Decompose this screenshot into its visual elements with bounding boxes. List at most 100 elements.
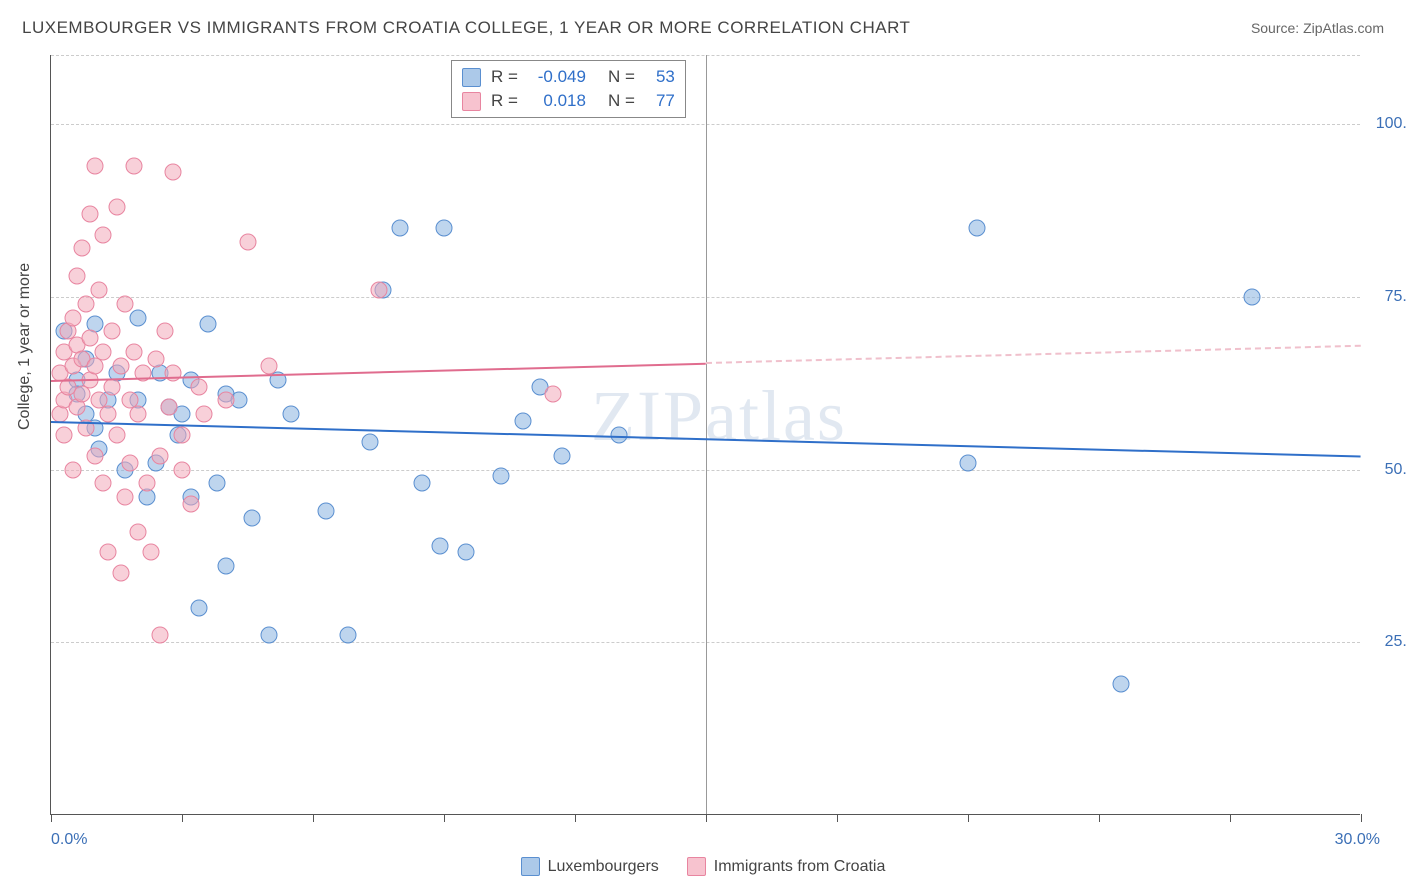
- data-point: [1243, 288, 1260, 305]
- data-point: [370, 281, 387, 298]
- data-point: [73, 240, 90, 257]
- data-point: [968, 219, 985, 236]
- data-point: [139, 475, 156, 492]
- data-point: [239, 233, 256, 250]
- data-point: [130, 523, 147, 540]
- data-point: [143, 544, 160, 561]
- data-point: [108, 427, 125, 444]
- data-point: [208, 475, 225, 492]
- data-point: [69, 268, 86, 285]
- data-point: [56, 427, 73, 444]
- legend-item-luxembourgers: Luxembourgers: [521, 857, 659, 876]
- legend-item-croatia: Immigrants from Croatia: [687, 857, 886, 876]
- data-point: [95, 226, 112, 243]
- grid-center-line: [706, 55, 707, 814]
- data-point: [112, 357, 129, 374]
- data-point: [152, 447, 169, 464]
- data-point: [414, 475, 431, 492]
- data-point: [99, 544, 116, 561]
- data-point: [361, 433, 378, 450]
- data-point: [283, 406, 300, 423]
- data-point: [104, 323, 121, 340]
- data-point: [108, 199, 125, 216]
- data-point: [121, 454, 138, 471]
- legend-label: Immigrants from Croatia: [714, 858, 886, 876]
- data-point: [200, 316, 217, 333]
- data-point: [514, 413, 531, 430]
- data-point: [243, 509, 260, 526]
- data-point: [156, 323, 173, 340]
- data-point: [431, 537, 448, 554]
- legend-label: Luxembourgers: [548, 858, 659, 876]
- chart-title: LUXEMBOURGER VS IMMIGRANTS FROM CROATIA …: [22, 18, 910, 38]
- swatch-icon: [462, 92, 481, 111]
- data-point: [392, 219, 409, 236]
- legend-row: R =-0.049N =53: [462, 65, 675, 89]
- data-point: [95, 475, 112, 492]
- source-label: Source: ZipAtlas.com: [1251, 20, 1384, 36]
- data-point: [130, 406, 147, 423]
- data-point: [191, 378, 208, 395]
- scatter-chart: ZIPatlas 25.0%50.0%75.0%100.0%0.0%30.0%R…: [50, 55, 1360, 815]
- data-point: [95, 344, 112, 361]
- y-axis-label: College, 1 year or more: [16, 263, 34, 430]
- data-point: [457, 544, 474, 561]
- x-tick: [1361, 814, 1362, 822]
- x-tick: [444, 814, 445, 822]
- x-tick: [1099, 814, 1100, 822]
- x-tick: [182, 814, 183, 822]
- data-point: [82, 330, 99, 347]
- x-tick: [1230, 814, 1231, 822]
- data-point: [99, 406, 116, 423]
- n-label: N =: [608, 91, 635, 111]
- x-tick: [313, 814, 314, 822]
- data-point: [117, 295, 134, 312]
- data-point: [152, 627, 169, 644]
- n-value: 77: [645, 91, 675, 111]
- swatch-icon: [462, 68, 481, 87]
- data-point: [86, 447, 103, 464]
- n-label: N =: [608, 67, 635, 87]
- data-point: [960, 454, 977, 471]
- x-tick: [968, 814, 969, 822]
- x-tick: [51, 814, 52, 822]
- x-tick: [837, 814, 838, 822]
- data-point: [545, 385, 562, 402]
- data-point: [191, 599, 208, 616]
- y-tick-label: 50.0%: [1370, 461, 1406, 479]
- r-label: R =: [491, 67, 518, 87]
- watermark: ZIPatlas: [591, 375, 847, 458]
- data-point: [217, 392, 234, 409]
- x-tick-label-left: 0.0%: [51, 831, 87, 849]
- y-tick-label: 100.0%: [1370, 115, 1406, 133]
- data-point: [104, 378, 121, 395]
- data-point: [553, 447, 570, 464]
- trend-line: [706, 345, 1361, 364]
- data-point: [174, 461, 191, 478]
- data-point: [77, 295, 94, 312]
- data-point: [217, 558, 234, 575]
- data-point: [165, 164, 182, 181]
- swatch-pink-icon: [687, 857, 706, 876]
- data-point: [147, 351, 164, 368]
- data-point: [318, 503, 335, 520]
- data-point: [86, 157, 103, 174]
- data-point: [261, 627, 278, 644]
- data-point: [117, 489, 134, 506]
- r-value: -0.049: [528, 67, 586, 87]
- data-point: [125, 344, 142, 361]
- correlation-legend: R =-0.049N =53R =0.018N =77: [451, 60, 686, 118]
- data-point: [174, 427, 191, 444]
- data-point: [195, 406, 212, 423]
- data-point: [339, 627, 356, 644]
- swatch-blue-icon: [521, 857, 540, 876]
- data-point: [436, 219, 453, 236]
- data-point: [261, 357, 278, 374]
- data-point: [1112, 675, 1129, 692]
- data-point: [64, 309, 81, 326]
- data-point: [91, 281, 108, 298]
- data-point: [82, 205, 99, 222]
- legend-row: R =0.018N =77: [462, 89, 675, 113]
- x-tick-label-right: 30.0%: [1335, 831, 1380, 849]
- r-value: 0.018: [528, 91, 586, 111]
